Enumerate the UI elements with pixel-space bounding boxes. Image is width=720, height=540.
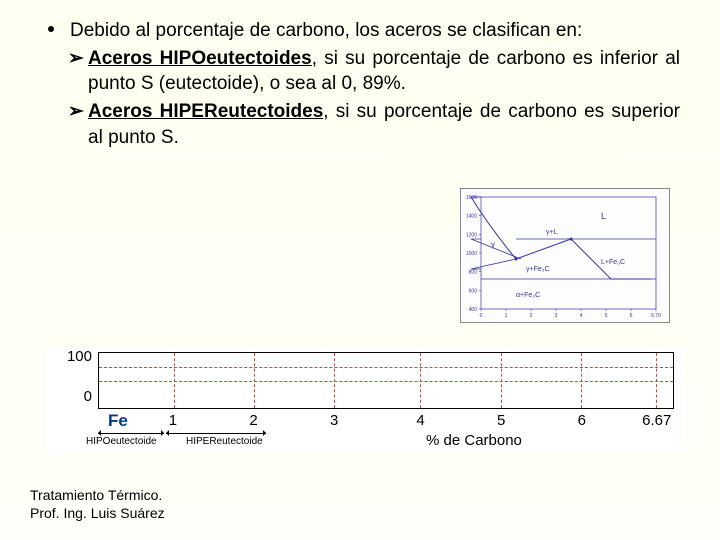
carbon-axis-chart: 100 0 Fe HIPOeutectoide HIPEReutectoide … <box>46 348 686 453</box>
svg-text:0: 0 <box>480 313 483 319</box>
svg-text:γ+L: γ+L <box>546 229 558 236</box>
hipo-bullet: ➢ Aceros HIPOeutectoides, si su porcenta… <box>70 46 680 97</box>
xtick: 6 <box>567 412 597 429</box>
fe-origin-label: Fe <box>108 411 128 431</box>
svg-text:6.70: 6.70 <box>651 313 661 319</box>
svg-text:1400: 1400 <box>466 214 477 220</box>
svg-text:600: 600 <box>469 288 478 294</box>
svg-text:2: 2 <box>530 313 533 319</box>
hipo-range-arrow <box>98 433 164 434</box>
hipo-title: Aceros HIPOeutectoides <box>88 48 312 69</box>
bullet-dot-icon <box>48 26 54 32</box>
svg-text:γ: γ <box>491 240 495 249</box>
xtick: 4 <box>406 412 436 429</box>
hiper-text1: , si su porcentaje de <box>323 101 501 122</box>
arrow-icon: ➢ <box>68 46 84 72</box>
footer-line2: Prof. Ing. Luis Suárez <box>30 504 165 522</box>
svg-text:5: 5 <box>605 313 608 319</box>
slide-footer: Tratamiento Térmico. Prof. Ing. Luis Suá… <box>30 486 165 522</box>
svg-text:6: 6 <box>630 313 633 319</box>
svg-text:L+Fe₃C: L+Fe₃C <box>601 259 625 266</box>
ytick-0: 0 <box>56 388 92 405</box>
main-bullet: Debido al porcentaje de carbono, los ace… <box>70 18 680 44</box>
intro-text: Debido al porcentaje de carbono, los ace… <box>70 20 582 41</box>
xtick: 2 <box>239 412 269 429</box>
svg-text:800: 800 <box>469 270 478 276</box>
svg-text:1200: 1200 <box>466 232 477 238</box>
svg-text:α+Fe₃C: α+Fe₃C <box>516 292 540 299</box>
xtick: 1 <box>158 412 188 429</box>
hipo-range-label: HIPOeutectoide <box>86 436 157 447</box>
fe-c-phase-diagram: 160014001200100080060040001234566.70Lγ+L… <box>460 188 670 323</box>
x-axis-label: % de Carbono <box>426 432 522 449</box>
axis-frame <box>98 352 674 409</box>
phase-svg: 160014001200100080060040001234566.70Lγ+L… <box>461 189 671 324</box>
hipo-text1: , si su porcentaje de <box>312 48 490 69</box>
slide-text: Debido al porcentaje de carbono, los ace… <box>70 18 680 150</box>
grid-horizontal <box>99 367 673 368</box>
svg-text:4: 4 <box>580 313 583 319</box>
svg-text:3: 3 <box>555 313 558 319</box>
svg-text:400: 400 <box>469 307 478 313</box>
grid-horizontal <box>99 381 673 382</box>
hiper-range-arrow <box>166 433 266 434</box>
xtick: 3 <box>319 412 349 429</box>
svg-text:1: 1 <box>505 313 508 319</box>
xtick: 5 <box>486 412 516 429</box>
svg-text:L: L <box>601 211 606 221</box>
hiper-range-label: HIPEReutectoide <box>186 436 263 447</box>
svg-text:1000: 1000 <box>466 251 477 257</box>
hiper-title: Aceros HIPEReutectoides <box>88 101 323 122</box>
hiper-bullet: ➢ Aceros HIPEReutectoides, si su porcent… <box>70 99 680 150</box>
xtick: 6.67 <box>642 412 672 429</box>
arrow-icon: ➢ <box>68 99 84 125</box>
ytick-100: 100 <box>56 348 92 365</box>
svg-text:γ+Fe₃C: γ+Fe₃C <box>526 266 550 273</box>
footer-line1: Tratamiento Térmico. <box>30 486 165 504</box>
